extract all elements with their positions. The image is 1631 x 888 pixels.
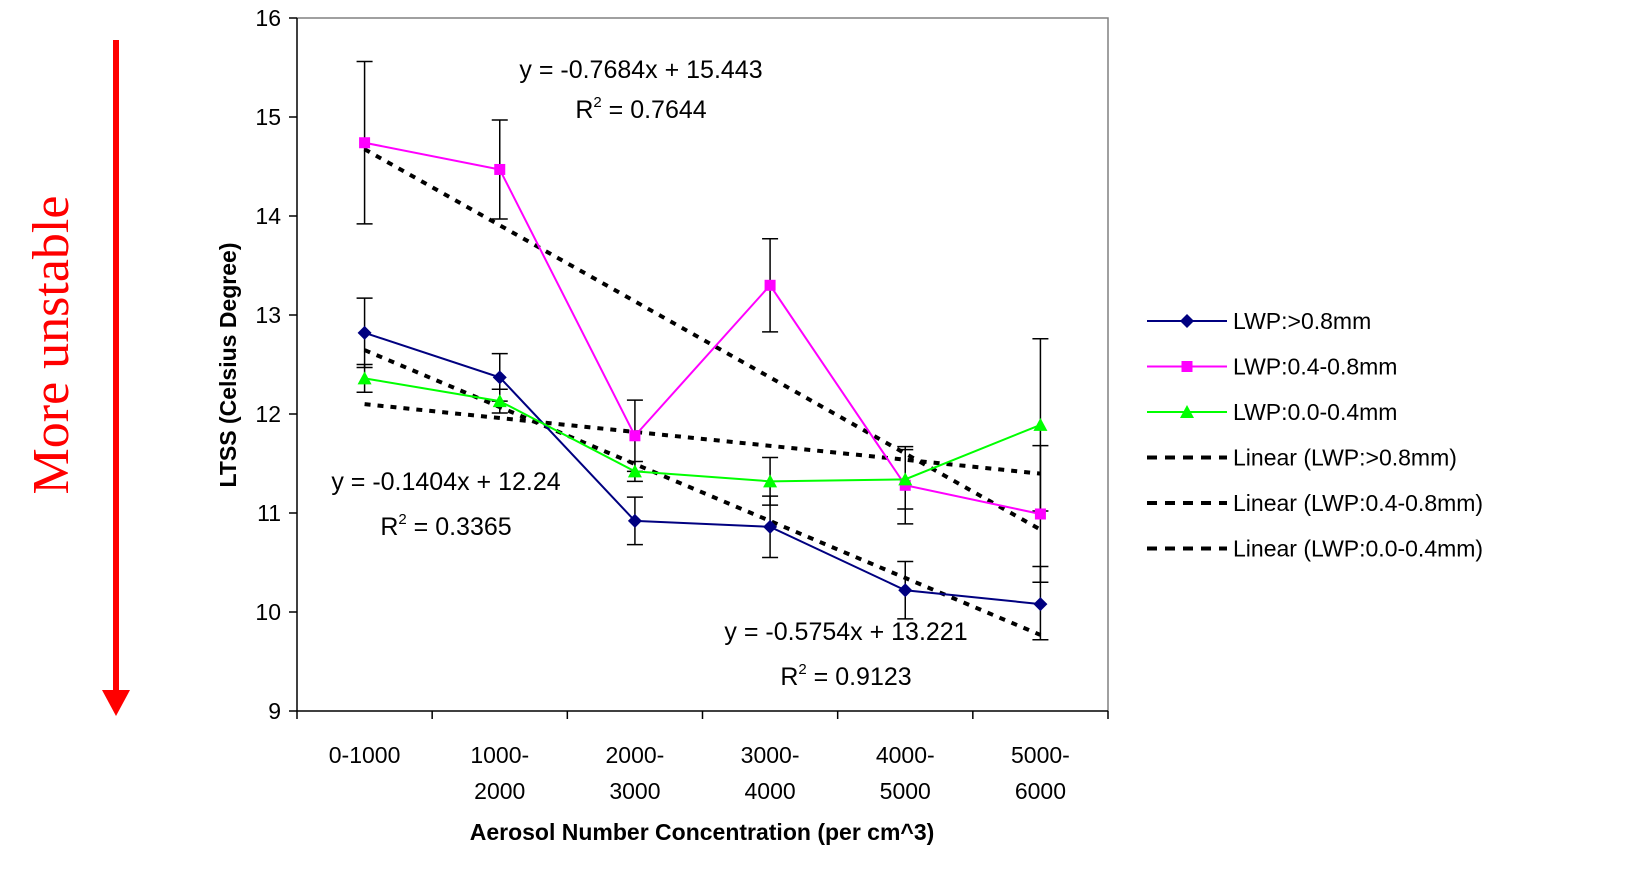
data-point <box>763 474 778 488</box>
data-point <box>627 513 642 528</box>
x-tick-label: 1000-2000 <box>470 742 529 804</box>
y-tick-label: 14 <box>255 203 281 229</box>
y-tick-label: 12 <box>255 401 281 427</box>
trendline <box>364 402 1041 476</box>
legend-marker <box>1180 314 1194 328</box>
x-tick-label: 2000-3000 <box>606 742 665 804</box>
data-point <box>492 394 507 408</box>
x-tick-label: 4000-5000 <box>876 742 935 804</box>
x-axis-ticks: 0-1000 1000-2000 2000-3000 3000-4000 4000-50… <box>296 711 1109 804</box>
equation-label: y = -0.5754x + 13.221 <box>724 618 967 646</box>
legend-label: LWP:0.0-0.4mm <box>1233 399 1397 425</box>
annotation-pink-trend: y = -0.7684x + 15.443 R2 = 0.7644 <box>519 56 762 124</box>
data-point <box>1033 597 1048 612</box>
legend-item: Linear (LWP:>0.8mm) <box>1147 445 1457 471</box>
legend-label: Linear (LWP:0.0-0.4mm) <box>1233 536 1483 562</box>
r2-label: R2 = 0.9123 <box>780 661 911 691</box>
y-tick-label: 9 <box>268 698 281 724</box>
data-point <box>359 137 371 149</box>
x-axis-title: Aerosol Number Concentration (per cm^3) <box>470 819 935 845</box>
legend-item: LWP:0.0-0.4mm <box>1147 399 1397 425</box>
data-point <box>357 371 372 385</box>
y-axis-title: LTSS (Celsius Degree) <box>215 243 241 488</box>
error-bars <box>356 60 1049 641</box>
y-tick-label: 15 <box>255 104 281 130</box>
y-tick-label: 13 <box>255 302 281 328</box>
data-point <box>1034 508 1046 520</box>
data-point <box>494 163 506 175</box>
legend-marker <box>1180 405 1194 418</box>
r2-label: R2 = 0.7644 <box>575 94 706 124</box>
trendlines <box>363 147 1042 637</box>
x-tick-label: 5000-6000 <box>1011 742 1070 804</box>
x-tick-label: 0-1000 <box>329 742 401 768</box>
legend-item: Linear (LWP:0.4-0.8mm) <box>1147 490 1483 516</box>
series-line <box>364 377 1041 483</box>
data-point <box>764 279 776 291</box>
data-point <box>898 472 913 486</box>
y-tick-label: 11 <box>257 500 281 526</box>
data-point <box>898 583 913 598</box>
annotation-green-trend: y = -0.1404x + 12.24 R2 = 0.3365 <box>331 468 560 541</box>
data-point <box>629 430 641 442</box>
equation-label: y = -0.1404x + 12.24 <box>331 468 560 496</box>
legend-item: LWP:0.4-0.8mm <box>1147 354 1397 380</box>
series-line <box>364 141 1041 515</box>
legend-item: Linear (LWP:0.0-0.4mm) <box>1147 536 1483 562</box>
legend-label: LWP:0.4-0.8mm <box>1233 354 1397 380</box>
legend: LWP:>0.8mm LWP:0.4-0.8mm LWP:0.0-0.4mm Line… <box>1147 308 1483 562</box>
r2-label: R2 = 0.3365 <box>380 511 511 541</box>
data-point <box>1033 417 1048 431</box>
plot-frame <box>297 17 1109 711</box>
series-line <box>364 331 1041 606</box>
more-unstable-label: More unstable <box>23 196 80 495</box>
equation-label: y = -0.7684x + 15.443 <box>519 56 762 84</box>
data-point <box>492 370 507 385</box>
y-tick-label: 16 <box>255 5 281 31</box>
legend-label: LWP:>0.8mm <box>1233 308 1371 334</box>
data-point <box>763 519 778 534</box>
y-tick-label: 10 <box>255 599 281 625</box>
legend-item: LWP:>0.8mm <box>1147 308 1371 334</box>
x-tick-label: 3000-4000 <box>741 742 800 804</box>
legend-marker <box>1181 361 1193 372</box>
annotation-navy-trend: y = -0.5754x + 13.221 R2 = 0.9123 <box>724 618 967 691</box>
data-point <box>627 464 642 478</box>
series-lines <box>357 137 1048 612</box>
down-arrow-icon <box>102 40 130 716</box>
data-point <box>357 325 372 340</box>
legend-label: Linear (LWP:0.4-0.8mm) <box>1233 490 1483 516</box>
legend-label: Linear (LWP:>0.8mm) <box>1233 445 1457 471</box>
y-axis-ticks: 9 10 11 12 13 14 15 16 <box>255 5 297 724</box>
